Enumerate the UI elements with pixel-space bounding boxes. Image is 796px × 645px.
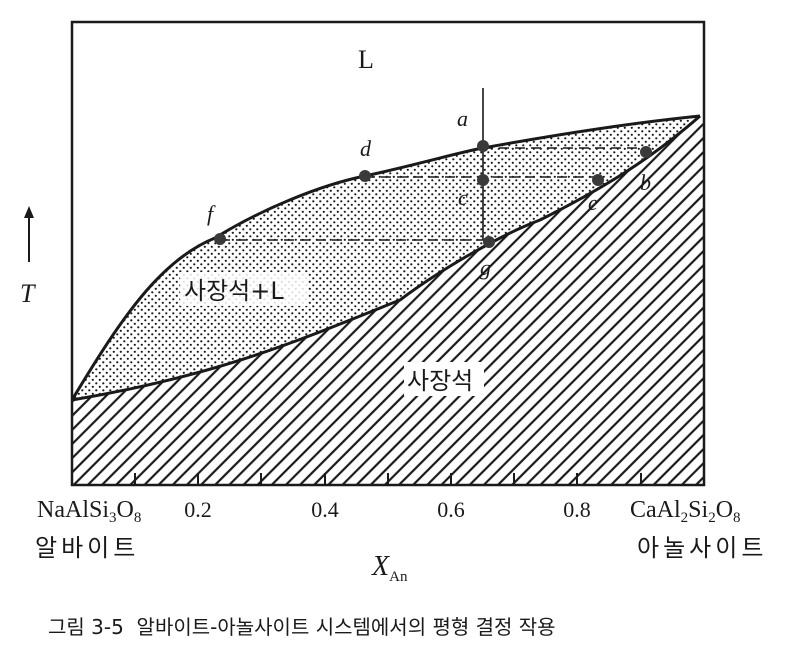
x-tick-label: 0.4 bbox=[311, 497, 339, 522]
point-e bbox=[592, 174, 604, 186]
right-end-formula: CaAl2Si2O8 bbox=[630, 497, 741, 526]
left-end-formula: NaAlSi3O8 bbox=[37, 497, 141, 526]
label-a: a bbox=[457, 106, 468, 131]
two-phase-region bbox=[72, 116, 700, 400]
point-d bbox=[359, 170, 371, 182]
x-tick-label: 0.8 bbox=[563, 497, 591, 522]
label-c: c bbox=[458, 185, 468, 210]
x-tick-marks bbox=[134, 473, 642, 485]
region-label-two-phase: 사장석+L bbox=[184, 277, 284, 305]
figure-caption: 그림 3-5 알바이트-아놀사이트 시스템에서의 평형 결정 작용 bbox=[48, 615, 556, 639]
point-a bbox=[477, 140, 489, 152]
region-label-solid: 사장석 bbox=[407, 367, 473, 395]
solidus-curve bbox=[71, 114, 701, 402]
label-f: f bbox=[207, 201, 216, 226]
point-f bbox=[214, 233, 226, 245]
x-tick-label: 0.6 bbox=[437, 497, 465, 522]
right-end-name: 아놀사이트 bbox=[637, 534, 767, 562]
point-b bbox=[640, 146, 652, 158]
region-label-liquid: L bbox=[358, 45, 374, 74]
solid-region bbox=[72, 116, 704, 485]
point-g bbox=[483, 236, 495, 248]
label-g: g bbox=[480, 255, 491, 280]
label-b: b bbox=[640, 170, 651, 195]
y-axis-label: T bbox=[20, 279, 36, 308]
x-axis-label: XAn bbox=[371, 551, 408, 585]
label-e: e bbox=[588, 190, 598, 215]
y-axis-arrowhead bbox=[24, 206, 34, 218]
x-tick-label: 0.2 bbox=[184, 497, 212, 522]
label-d: d bbox=[360, 136, 372, 161]
point-c bbox=[477, 174, 489, 186]
left-end-name: 알바이트 bbox=[35, 534, 139, 562]
